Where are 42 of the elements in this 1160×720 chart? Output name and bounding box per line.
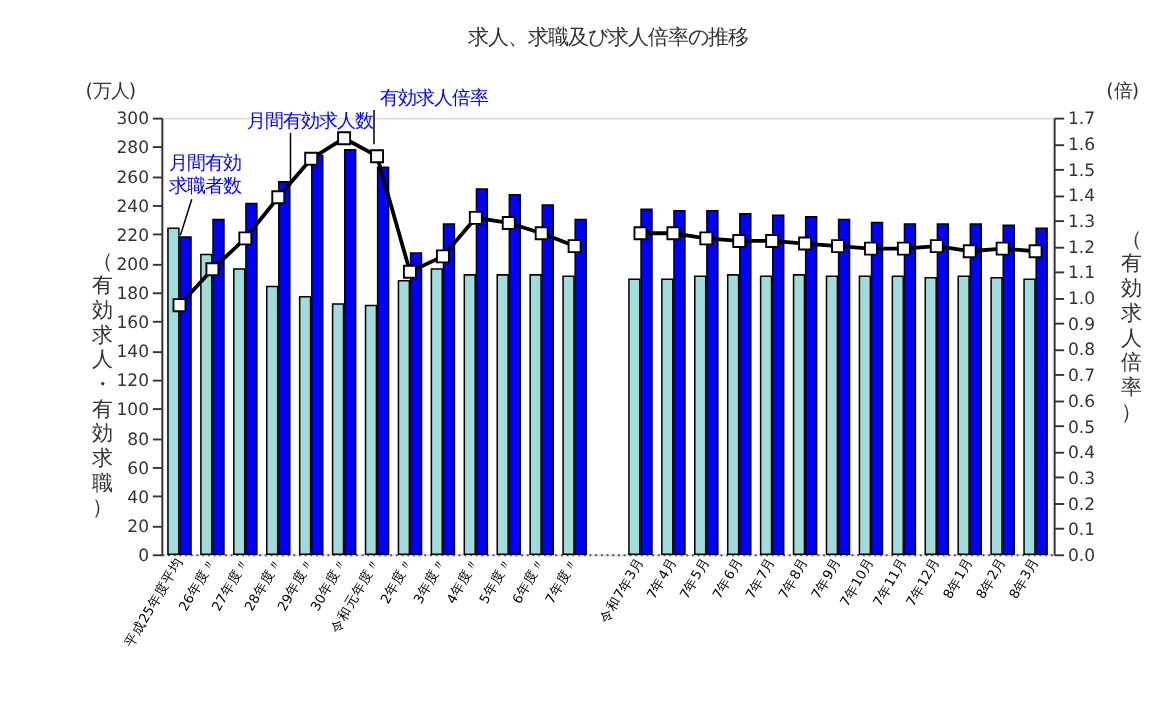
y-tick-label: 240 [116, 197, 150, 218]
y2-tick-label: 0.9 [1067, 315, 1096, 336]
y-tick-label: 180 [116, 284, 150, 305]
y-tick-label: 120 [116, 372, 150, 393]
y-tick-label: 40 [127, 488, 150, 509]
y2-tick-label: 1.3 [1067, 213, 1096, 234]
y2-tick-label: 0.7 [1067, 367, 1096, 388]
chart-title: 求人、求職及び求人倍率の推移 [467, 25, 748, 50]
y2-axis-title: （有効求人倍率） [1120, 227, 1141, 425]
y2-tick-label: 0.4 [1067, 444, 1096, 465]
y-tick-label: 80 [127, 430, 150, 451]
y2-tick-label: 1.6 [1067, 136, 1096, 156]
y-tick-label: 20 [127, 517, 150, 538]
y2-tick-label: 1.7 [1067, 110, 1096, 131]
y-tick-label: 140 [116, 343, 150, 364]
y-tick-label: 60 [127, 459, 150, 480]
y2-tick-label: 0.0 [1067, 546, 1096, 567]
legend-label: 月間有効求人数 [246, 111, 373, 134]
text: (倍) [1106, 80, 1140, 103]
series-label: 有効求人倍率 [379, 88, 488, 111]
text: (万人) [85, 80, 137, 103]
y2-tick-label: 1.2 [1067, 238, 1096, 259]
y-tick-label: 280 [116, 139, 150, 160]
y-tick-label: 220 [116, 226, 150, 247]
y2-tick-label: 0.3 [1067, 469, 1096, 490]
y2-tick-label: 0.6 [1067, 392, 1096, 413]
series-label: 月間有効求職者数 [168, 152, 241, 198]
y-tick-label: 300 [116, 110, 150, 131]
y-tick-label: 100 [116, 401, 150, 422]
y2-tick-label: 0.2 [1067, 495, 1096, 516]
y2-tick-label: 1.0 [1067, 290, 1096, 311]
y2-tick-label: 0.1 [1067, 521, 1096, 542]
y2-tick-label: 0.5 [1067, 418, 1096, 439]
y2-tick-label: 1.1 [1067, 264, 1096, 285]
y-tick-label: 160 [116, 314, 150, 335]
y2-tick-label: 0.8 [1067, 341, 1096, 362]
y2-tick-label: 1.5 [1067, 161, 1096, 182]
y2-tick-label: 1.4 [1067, 187, 1096, 208]
text: （有効求人・有効求職） [91, 249, 112, 521]
y-tick-label: 260 [116, 168, 150, 189]
y-tick-label: 200 [116, 255, 150, 276]
y-tick-label: 0 [138, 546, 150, 567]
